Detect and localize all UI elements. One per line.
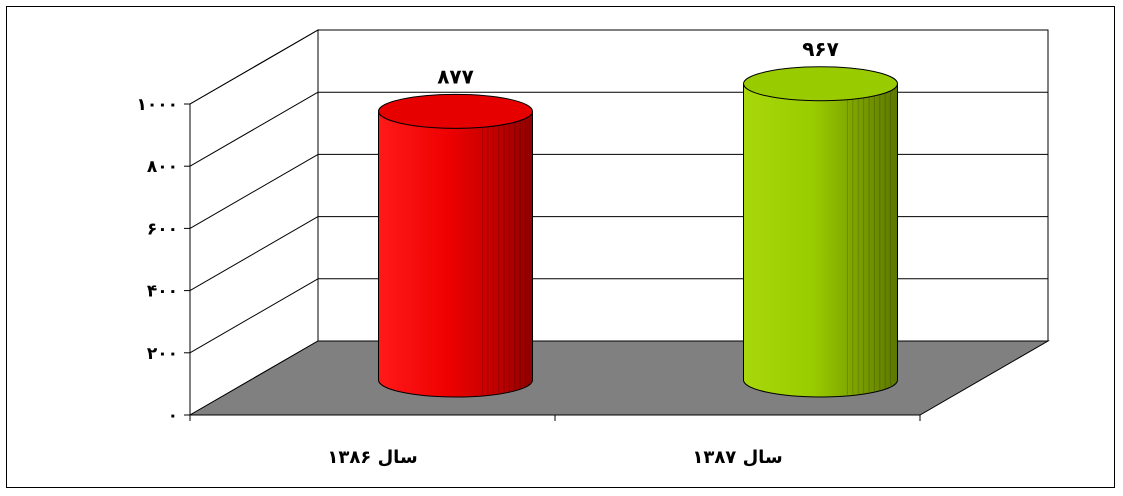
- gridline-side: [189, 91, 319, 167]
- bar-body: [743, 83, 898, 398]
- data-label: ۹۶۷: [802, 37, 839, 61]
- gridline-side: [189, 216, 319, 292]
- gridline-side: [189, 153, 319, 229]
- y-tick-label: ۱۰۰۰: [136, 95, 178, 115]
- data-labels: ۸۷۷ ۹۶۷: [437, 37, 839, 89]
- y-tick-label: ۰: [168, 406, 178, 426]
- bar-top: [743, 66, 898, 102]
- y-tick-label: ۴۰۰: [147, 282, 178, 302]
- x-axis-label: سال ۱۳۸۶: [327, 447, 417, 468]
- floor-plane: [188, 340, 1050, 416]
- y-tick-label: ۸۰۰: [147, 157, 178, 177]
- y-tick-label: ۶۰۰: [147, 219, 178, 239]
- gridline-side: [189, 29, 319, 105]
- x-axis-label: سال ۱۳۸۷: [692, 447, 782, 468]
- bar-cylinder: [378, 93, 533, 398]
- gridline-side: [189, 278, 319, 354]
- y-axis-ticks: ۰ ۲۰۰ ۴۰۰ ۶۰۰ ۸۰۰ ۱۰۰۰: [136, 95, 190, 426]
- bar-body: [378, 110, 533, 398]
- axes: [189, 104, 921, 421]
- bar-top: [378, 93, 533, 129]
- x-axis-labels: سال ۱۳۸۶ سال ۱۳۸۷: [327, 447, 782, 468]
- chart-floor: [188, 340, 1050, 416]
- data-label: ۸۷۷: [437, 64, 474, 88]
- bar-cylinder: [743, 66, 898, 398]
- y-tick-label: ۲۰۰: [147, 344, 178, 364]
- bars: [378, 66, 898, 398]
